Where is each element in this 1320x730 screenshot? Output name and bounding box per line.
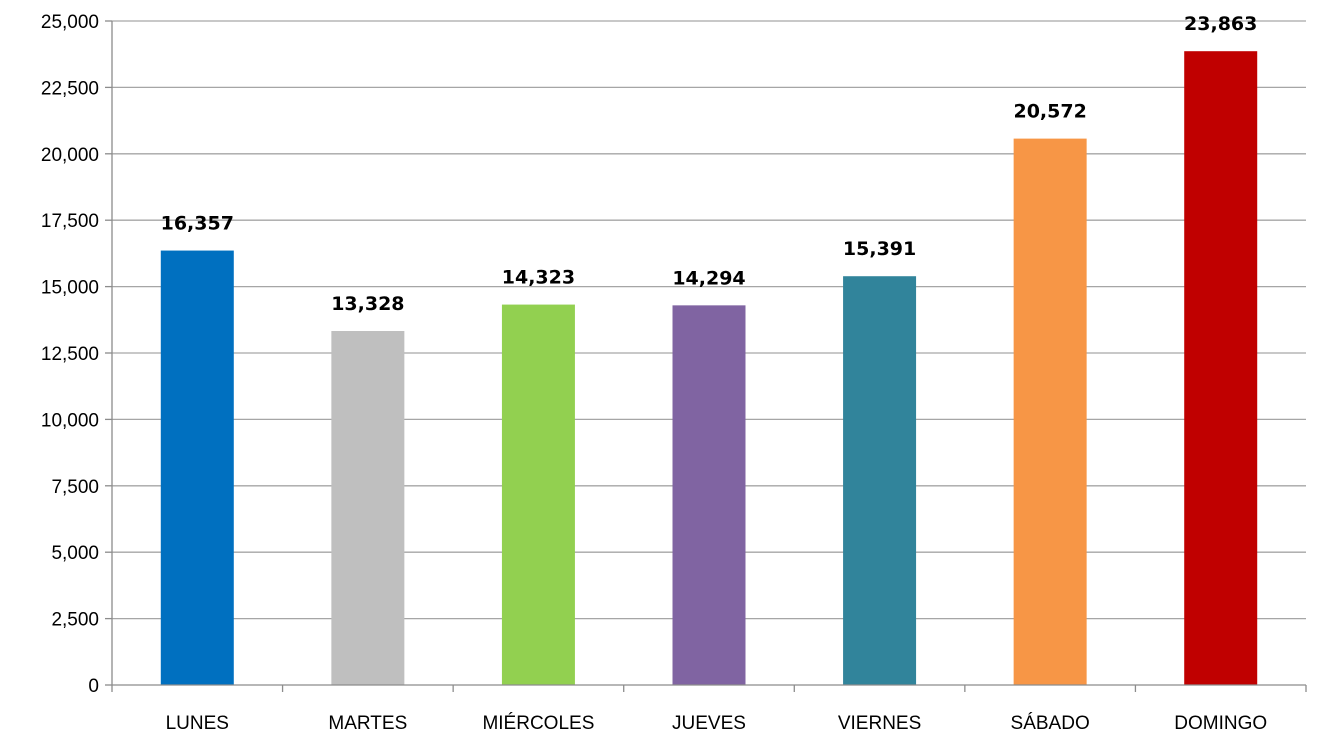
x-tick-label: JUEVES — [672, 713, 746, 730]
x-tick-label: SÁBADO — [1011, 713, 1090, 730]
bar — [1184, 51, 1258, 685]
bar — [501, 304, 575, 685]
y-tick-label: 17,500 — [41, 211, 99, 232]
x-tick-label: MIÉRCOLES — [482, 713, 594, 730]
bar — [672, 305, 746, 685]
bar — [331, 331, 405, 685]
bar — [160, 250, 234, 685]
data-label: 20,572 — [1013, 101, 1086, 123]
data-label: 15,391 — [843, 238, 916, 260]
data-label: 23,863 — [1184, 13, 1257, 35]
y-tick-label: 0 — [88, 676, 99, 697]
x-tick-label: VIERNES — [838, 713, 921, 730]
y-tick-label: 22,500 — [41, 78, 99, 99]
data-label: 14,294 — [672, 267, 745, 289]
y-tick-label: 2,500 — [51, 610, 99, 631]
y-tick-label: 12,500 — [41, 344, 99, 365]
x-tick-label: MARTES — [328, 713, 407, 730]
y-tick-label: 15,000 — [41, 278, 99, 299]
y-tick-label: 25,000 — [41, 12, 99, 33]
data-label: 14,323 — [502, 267, 575, 289]
bar — [1013, 138, 1087, 686]
y-tick-label: 20,000 — [41, 145, 99, 166]
data-label: 16,357 — [161, 213, 234, 235]
axes — [105, 20, 1307, 692]
bar — [843, 276, 917, 685]
y-tick-label: 7,500 — [51, 477, 99, 498]
data-label: 13,328 — [331, 293, 404, 315]
y-tick-label: 5,000 — [51, 543, 99, 564]
x-tick-label: DOMINGO — [1174, 713, 1267, 730]
labels: 0 2,500 5,000 7,500 10,000 12,500 15,000 17,500… — [41, 12, 1267, 730]
x-tick-label: LUNES — [166, 713, 229, 730]
y-tick-label: 10,000 — [41, 410, 99, 431]
bars — [160, 51, 1258, 686]
